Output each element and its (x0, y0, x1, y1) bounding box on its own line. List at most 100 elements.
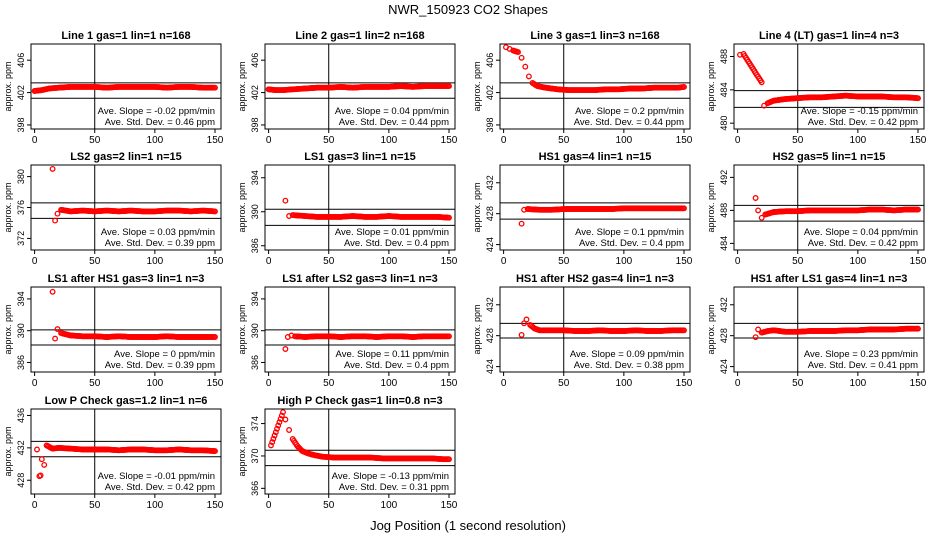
y-tick-label: 488 (719, 203, 729, 218)
x-tick-label: 50 (792, 256, 804, 267)
plot-frame (733, 164, 925, 251)
slope-annotation: Ave. Slope = 0.01 ppm/min (335, 227, 449, 238)
data-series (737, 51, 921, 109)
data-series (518, 205, 687, 227)
y-tick-label: 406 (16, 53, 26, 68)
x-tick-label: 150 (910, 256, 927, 267)
slope-annotation: Ave. Slope = -0.15 ppm/min (801, 106, 918, 117)
stddev-annotation: Ave. Std. Dev. = 0.42 ppm (808, 117, 918, 128)
x-tick-label: 0 (501, 256, 507, 267)
panel-title: Line 4 (LT) gas=1 lin=4 n=3 (759, 30, 899, 42)
plot-frame (264, 286, 456, 373)
x-tick-label: 50 (323, 500, 335, 511)
data-series (265, 83, 452, 94)
y-tick-label: 424 (485, 359, 495, 374)
data-point (54, 326, 61, 333)
y-tick-label: 424 (485, 237, 495, 252)
data-point (681, 83, 687, 90)
panel-title: Line 3 gas=1 lin=3 n=168 (530, 30, 659, 42)
x-tick-label: 0 (266, 256, 272, 267)
panel-title: LS1 after HS1 gas=3 lin=1 n=3 (48, 273, 205, 285)
data-series (34, 442, 218, 480)
data-point (752, 195, 759, 201)
y-tick-label: 488 (719, 49, 729, 64)
x-tick-label: 100 (147, 500, 164, 511)
y-tick-label: 374 (250, 416, 260, 431)
slope-annotation: Ave. Slope = 0.23 ppm/min (804, 349, 918, 360)
data-series (49, 165, 218, 224)
data-series (503, 44, 687, 94)
y-tick-label: 484 (719, 236, 729, 251)
plot-frame (264, 164, 456, 251)
panel-title: Line 1 gas=1 lin=1 n=168 (61, 30, 190, 42)
y-tick-label: 390 (250, 323, 260, 338)
y-axis-label: approx. ppm (3, 304, 13, 354)
x-tick-label: 150 (676, 378, 693, 389)
plot-frame (264, 43, 456, 130)
y-tick-label: 432 (485, 297, 495, 312)
data-point (681, 327, 687, 334)
x-tick-label: 0 (501, 378, 507, 389)
slope-annotation: Ave. Slope = 0.09 ppm/min (570, 349, 684, 360)
panel-1: Line 1 gas=1 lin=1 n=168 0 50 100 150 398 402 4… (3, 30, 224, 146)
x-tick-label: 50 (323, 135, 335, 146)
y-axis-label: approx. ppm (237, 182, 247, 232)
panel-2: Line 2 gas=1 lin=2 n=168 0 50 100 150 398 402 4… (237, 30, 458, 146)
panel-title: HS2 gas=5 lin=1 n=15 (773, 151, 886, 163)
plot-frame (499, 286, 691, 373)
stddev-annotation: Ave. Std. Dev. = 0.42 ppm (105, 482, 215, 493)
x-tick-label: 100 (147, 135, 164, 146)
data-point (282, 197, 289, 204)
x-tick-label: 0 (32, 378, 38, 389)
panel-5: LS2 gas=2 lin=1 n=15 0 50 100 150 372 376 380ap… (3, 151, 224, 267)
y-tick-label: 480 (719, 116, 729, 131)
data-point (37, 472, 44, 479)
data-point (274, 425, 280, 432)
data-point (52, 217, 59, 224)
slope-annotation: Ave. Slope = -0.02 ppm/min (98, 106, 215, 117)
data-point (518, 331, 525, 338)
data-point (49, 288, 56, 295)
data-point (915, 206, 921, 213)
panel-3: Line 3 gas=1 lin=3 n=168 0 50 100 150 398 402 4… (472, 30, 693, 146)
y-tick-label: 386 (250, 355, 260, 370)
y-tick-label: 394 (250, 170, 260, 185)
y-tick-label: 394 (16, 291, 26, 306)
y-tick-label: 484 (719, 82, 729, 97)
data-point (54, 210, 61, 217)
panel-title: Line 2 gas=1 lin=2 n=168 (295, 30, 424, 42)
x-tick-label: 100 (616, 378, 633, 389)
panel-8: HS2 gas=5 lin=1 n=15 0 50 100 150 484 488 492ap… (706, 151, 927, 267)
data-point (518, 54, 525, 61)
data-point (446, 83, 452, 90)
data-point (212, 208, 218, 215)
data-point (758, 79, 765, 86)
panel-14: High P Check gas=1 lin=0.8 n=3 0 50 100 150 3… (237, 395, 458, 511)
x-tick-label: 150 (441, 378, 458, 389)
data-series (282, 197, 452, 221)
x-tick-label: 50 (558, 256, 570, 267)
plot-frame (733, 43, 925, 130)
y-axis-label: approx. ppm (706, 182, 716, 232)
panel-title: HS1 after HS2 gas=4 lin=1 n=3 (516, 273, 674, 285)
data-series (31, 83, 218, 94)
data-point (282, 346, 289, 352)
data-series (49, 288, 218, 342)
x-tick-label: 50 (89, 500, 101, 511)
panel-title: High P Check gas=1 lin=0.8 n=3 (277, 395, 442, 407)
x-tick-label: 0 (735, 256, 741, 267)
y-tick-label: 402 (485, 85, 495, 100)
x-tick-label: 0 (735, 135, 741, 146)
y-tick-label: 406 (485, 53, 495, 68)
y-tick-label: 432 (16, 440, 26, 455)
x-tick-label: 100 (850, 256, 867, 267)
slope-annotation: Ave. Slope = 0 ppm/min (114, 349, 215, 360)
stddev-annotation: Ave. Std. Dev. = 0.44 ppm (339, 117, 449, 128)
panel-title: LS2 gas=2 lin=1 n=15 (70, 151, 182, 163)
y-tick-label: 428 (16, 473, 26, 488)
data-point (212, 334, 218, 340)
data-point (272, 429, 279, 436)
data-point (278, 412, 285, 419)
data-point (515, 49, 521, 56)
